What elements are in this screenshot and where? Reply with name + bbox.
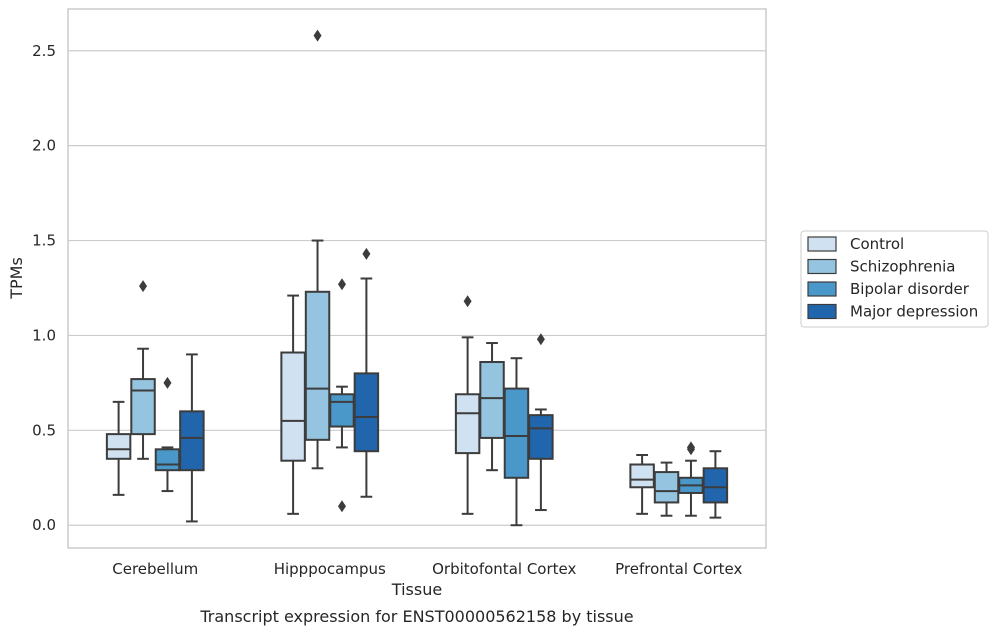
legend-label: Schizophrenia xyxy=(850,258,955,276)
outlier-point xyxy=(337,500,346,513)
legend: Control Schizophrenia Bipolar disorder Majo… xyxy=(800,230,989,328)
box-iqr xyxy=(702,467,729,504)
outlier-point xyxy=(139,280,148,293)
y-tick-label: 2.5 xyxy=(32,42,56,60)
outlier-point xyxy=(313,29,322,42)
legend-label: Control xyxy=(850,235,904,253)
box-iqr xyxy=(304,290,331,441)
box-schizophrenia xyxy=(479,342,505,472)
y-axis-title: TPMs xyxy=(7,257,26,300)
x-tick-label: Cerebellum xyxy=(112,560,198,578)
y-tick-labels: 0.0 0.5 1.0 1.5 2.0 2.5 xyxy=(32,42,56,534)
outlier-point xyxy=(337,278,346,291)
x-tick-label: Hipppocampus xyxy=(274,560,386,578)
outlier-point xyxy=(536,333,545,346)
legend-swatch xyxy=(807,236,837,252)
box-iqr xyxy=(629,463,655,489)
outlier-point xyxy=(463,295,472,308)
box-iqr xyxy=(353,372,380,453)
x-tick-labels: Cerebellum Hipppocampus Orbitofontal Corte… xyxy=(112,560,742,578)
box-iqr xyxy=(179,410,205,472)
box-major-depression xyxy=(702,450,729,519)
x-tick-label: Prefrontal Cortex xyxy=(615,560,742,578)
legend-swatch xyxy=(807,281,837,297)
outlier-point xyxy=(163,376,172,389)
x-tick-label: Orbitofontal Cortex xyxy=(432,560,576,578)
box-iqr xyxy=(130,378,156,436)
legend-swatch xyxy=(807,258,837,275)
y-tick-label: 1.5 xyxy=(32,232,56,250)
box-iqr xyxy=(454,393,481,455)
box-bipolar-disorder xyxy=(154,376,181,493)
box-bipolar-disorder xyxy=(503,357,530,527)
box-iqr xyxy=(280,351,306,462)
box-iqr xyxy=(154,448,181,472)
box-iqr xyxy=(105,433,132,460)
legend-swatch xyxy=(807,303,837,320)
box-bipolar-disorder xyxy=(329,278,355,513)
outlier-point xyxy=(686,441,695,454)
box-iqr xyxy=(329,393,355,428)
box-plots xyxy=(105,29,729,527)
y-tick-label: 0.0 xyxy=(32,516,56,534)
y-tick-label: 0.5 xyxy=(32,421,56,439)
box-control xyxy=(629,454,655,515)
box-iqr xyxy=(653,471,680,504)
box-control xyxy=(280,294,306,515)
box-bipolar-disorder xyxy=(678,441,704,517)
box-schizophrenia xyxy=(130,280,156,460)
chart-caption: Transcript expression for ENST0000056215… xyxy=(199,607,633,626)
x-axis-title: Tissue xyxy=(391,580,442,599)
box-control xyxy=(105,400,132,496)
legend-label: Major depression xyxy=(850,303,978,321)
outlier-point xyxy=(362,247,371,260)
legend-label: Bipolar disorder xyxy=(850,280,970,298)
y-tick-label: 2.0 xyxy=(32,137,56,155)
box-iqr xyxy=(528,414,554,460)
box-schizophrenia xyxy=(653,461,680,517)
y-tick-label: 1.0 xyxy=(32,326,56,344)
box-control xyxy=(454,295,481,515)
box-iqr xyxy=(479,361,505,439)
box-iqr xyxy=(503,387,530,479)
legend-frame xyxy=(800,230,989,328)
box-major-depression xyxy=(528,333,554,512)
plot-frame xyxy=(67,8,767,549)
box-major-depression xyxy=(179,353,205,523)
box-schizophrenia xyxy=(304,29,331,470)
box-major-depression xyxy=(353,247,380,498)
